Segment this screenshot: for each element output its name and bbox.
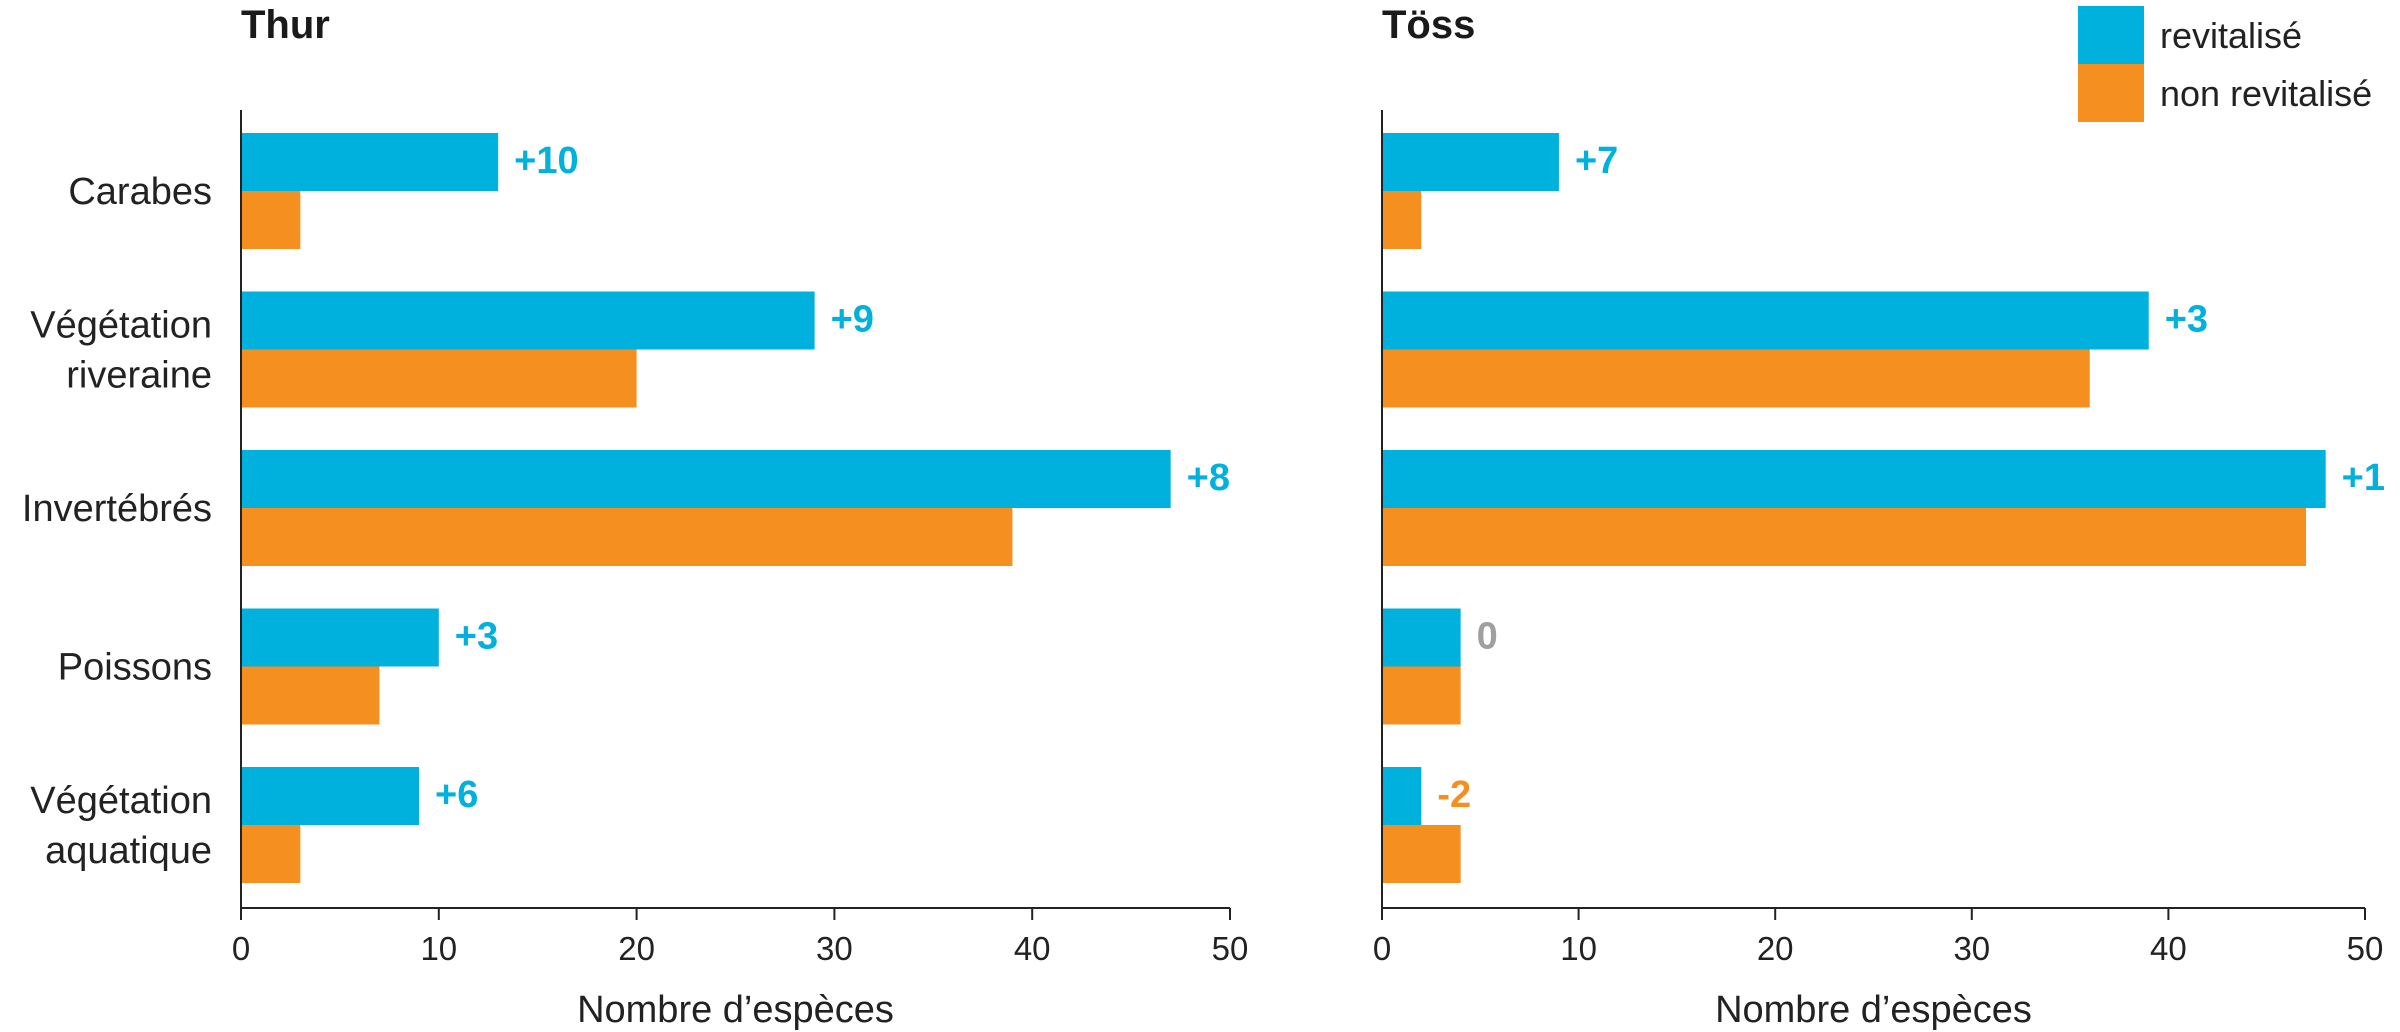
x-tick-label: 0 (232, 930, 250, 967)
bar-non-revitalise (1382, 349, 2090, 408)
bar-revitalise (241, 767, 420, 825)
x-tick-label: 40 (2150, 930, 2187, 967)
bar-revitalise (1382, 450, 2326, 508)
bar-revitalise (1382, 767, 1422, 825)
x-tick-label: 50 (1212, 930, 1249, 967)
bar-revitalise (241, 608, 439, 667)
bar-non-revitalise (1382, 666, 1461, 725)
x-tick-label: 30 (816, 930, 853, 967)
bar-revitalise (241, 133, 499, 191)
data-label: +1 (2342, 457, 2385, 499)
x-tick-label: 20 (618, 930, 655, 967)
bar-revitalise (1382, 291, 2149, 350)
bar-non-revitalise (241, 508, 1013, 566)
panel-0: Thur +10 Carabes +9 Végétation riveraine +8 Inv… (22, 3, 1248, 1031)
bar-non-revitalise (1382, 191, 1422, 249)
bar-non-revitalise (1382, 508, 2307, 566)
panel-title: Töss (1382, 3, 1475, 47)
x-tick-label: 10 (420, 930, 457, 967)
data-label: -2 (1437, 774, 1471, 816)
x-tick-label: 30 (1953, 930, 1990, 967)
category-label: Carabes (68, 171, 212, 213)
data-label: +9 (831, 299, 874, 341)
legend: revitalisé non revitalisé (2078, 6, 2372, 122)
data-label: +8 (1187, 457, 1230, 499)
data-label: +3 (455, 616, 498, 658)
bar-revitalise (241, 450, 1171, 508)
legend-label: non revitalisé (2160, 73, 2372, 114)
x-axis-title: Nombre d’espèces (577, 989, 894, 1031)
category-label: Invertébrés (22, 488, 212, 530)
x-tick-label: 20 (1757, 930, 1794, 967)
legend-swatch (2078, 6, 2144, 64)
panel-1: Töss +7 +3 +1 0 -2 0 10 20 30 40 50 Nombre d’espèces (1373, 3, 2385, 1031)
data-label: +6 (435, 774, 478, 816)
data-label: +7 (1575, 140, 1618, 182)
panel-title: Thur (241, 3, 330, 47)
data-label: +3 (2165, 299, 2208, 341)
x-tick-label: 50 (2347, 930, 2384, 967)
bar-non-revitalise (1382, 825, 1461, 883)
x-tick-label: 0 (1373, 930, 1391, 967)
bar-revitalise (1382, 133, 1559, 191)
data-label: 0 (1477, 616, 1498, 658)
data-label: +10 (514, 140, 578, 182)
x-axis-title: Nombre d’espèces (1715, 989, 2032, 1031)
bar-revitalise (1382, 608, 1461, 667)
category-label: Poissons (58, 647, 212, 689)
x-tick-label: 40 (1014, 930, 1051, 967)
category-label: Végétation riveraine (30, 305, 212, 397)
x-tick-label: 10 (1560, 930, 1597, 967)
category-label: Végétation aquatique (30, 780, 212, 872)
legend-label: revitalisé (2160, 15, 2302, 56)
bar-non-revitalise (241, 825, 301, 883)
bar-non-revitalise (241, 666, 380, 725)
bar-non-revitalise (241, 349, 637, 408)
legend-swatch (2078, 64, 2144, 122)
bar-non-revitalise (241, 191, 301, 249)
bar-revitalise (241, 291, 815, 350)
